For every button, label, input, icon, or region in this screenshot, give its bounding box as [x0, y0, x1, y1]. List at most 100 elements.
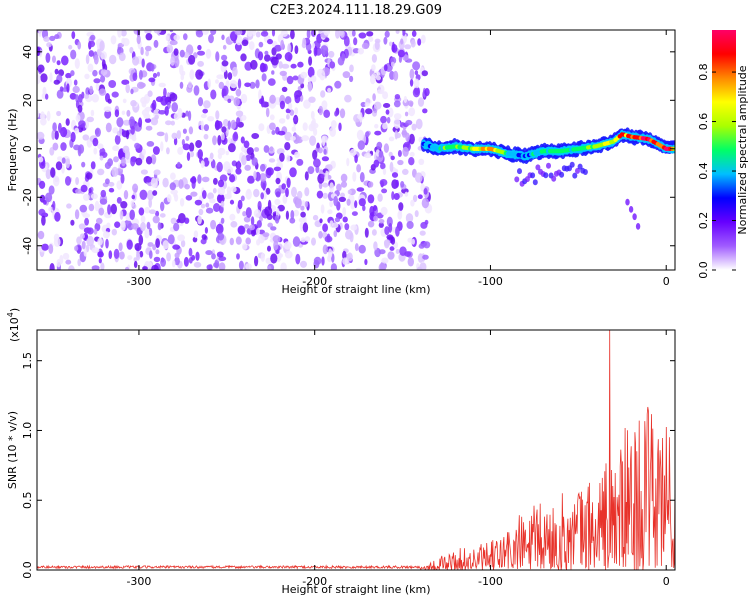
noise-blob: [145, 176, 152, 183]
noise-blob: [203, 133, 209, 140]
noise-blob: [150, 63, 155, 72]
noise-blob: [145, 33, 153, 41]
noise-blob: [147, 242, 154, 247]
noise-blob: [357, 140, 365, 151]
noise-blob: [163, 87, 167, 98]
noise-blob: [176, 130, 182, 140]
noise-blob: [56, 60, 61, 66]
noise-blob: [103, 106, 112, 112]
noise-blob: [383, 36, 388, 45]
noise-blob: [381, 188, 388, 194]
colorbar-label: Normalized spectral amplitude: [736, 65, 749, 234]
noise-blob: [165, 120, 172, 126]
noise-blob: [254, 147, 260, 152]
noise-blob: [58, 122, 62, 133]
noise-blob: [265, 107, 270, 118]
noise-blob: [253, 188, 260, 198]
noise-blob: [97, 251, 104, 258]
noise-blob: [97, 168, 105, 176]
noise-blob: [410, 39, 416, 48]
noise-blob: [404, 44, 412, 50]
noise-blob: [343, 35, 350, 47]
noise-blob: [65, 176, 71, 186]
noise-blob: [269, 114, 275, 121]
noise-blob: [285, 210, 289, 220]
noise-blob: [184, 217, 190, 224]
noise-blob: [381, 257, 389, 264]
noise-blob: [174, 57, 180, 68]
noise-blob: [91, 265, 100, 270]
noise-blob: [78, 223, 86, 230]
noise-blob: [255, 79, 260, 89]
noise-blob: [56, 110, 62, 117]
noise-blob: [71, 31, 76, 40]
noise-blob: [269, 122, 276, 131]
noise-blob: [138, 234, 144, 246]
noise-blob: [207, 116, 215, 122]
noise-blob: [97, 237, 103, 246]
noise-blob: [342, 257, 349, 266]
noise-blob: [195, 30, 204, 38]
noise-blob: [114, 109, 120, 118]
noise-blob: [111, 166, 119, 177]
noise-blob: [320, 174, 325, 179]
noise-blob: [201, 176, 210, 183]
noise-blob: [215, 120, 223, 129]
noise-blob: [256, 220, 262, 228]
noise-blob: [298, 217, 305, 223]
noise-blob: [86, 116, 95, 123]
noise-blob: [130, 100, 137, 107]
snr-y-tick-label: 1.5: [21, 352, 34, 370]
noise-blob: [409, 78, 414, 87]
noise-blob: [173, 34, 180, 41]
noise-blob: [75, 188, 83, 194]
noise-blob: [126, 109, 131, 117]
noise-blob: [85, 54, 90, 65]
noise-blob: [101, 59, 106, 69]
noise-blob: [227, 98, 232, 104]
noise-blob: [243, 140, 250, 149]
noise-blob: [333, 195, 339, 207]
noise-blob: [221, 54, 228, 61]
snr-x-axis-label: Height of straight line (km): [281, 583, 430, 596]
noise-blob: [205, 48, 212, 59]
snr-x-tick-label: 0: [663, 575, 670, 588]
noise-blob: [197, 50, 205, 56]
noise-blob: [320, 204, 325, 214]
noise-blob: [65, 118, 70, 126]
spectrogram-plot-area: [37, 30, 675, 270]
noise-blob: [111, 228, 118, 236]
noise-blob: [197, 174, 202, 184]
noise-blob: [292, 236, 301, 247]
noise-blob: [74, 127, 80, 134]
noise-blob: [114, 221, 121, 228]
noise-blob: [321, 156, 329, 162]
noise-blob: [346, 198, 351, 206]
noise-blob: [264, 50, 269, 56]
noise-blob: [104, 109, 112, 119]
noise-blob: [394, 94, 401, 100]
noise-blob: [153, 39, 159, 48]
noise-blob: [280, 30, 288, 37]
noise-blob: [180, 239, 186, 248]
noise-blob: [391, 191, 395, 201]
noise-blob: [151, 264, 159, 270]
noise-blob: [414, 70, 419, 76]
noise-blob: [166, 252, 172, 262]
noise-blob: [341, 53, 346, 62]
noise-blob: [380, 162, 386, 170]
noise-blob: [100, 69, 108, 76]
noise-blob: [328, 50, 335, 58]
snr-exponent-prefix: (x10: [8, 317, 21, 342]
noise-blob: [119, 251, 125, 260]
noise-blob: [385, 109, 390, 115]
noise-blob: [104, 161, 111, 170]
spectrogram-y-tick-label: -40: [21, 237, 34, 255]
noise-blob: [338, 122, 342, 132]
noise-blob: [151, 157, 156, 165]
noise-blob: [300, 205, 305, 211]
noise-blob: [198, 208, 204, 216]
noise-blob: [245, 207, 252, 218]
noise-blob: [281, 86, 288, 92]
noise-blob: [245, 154, 252, 161]
